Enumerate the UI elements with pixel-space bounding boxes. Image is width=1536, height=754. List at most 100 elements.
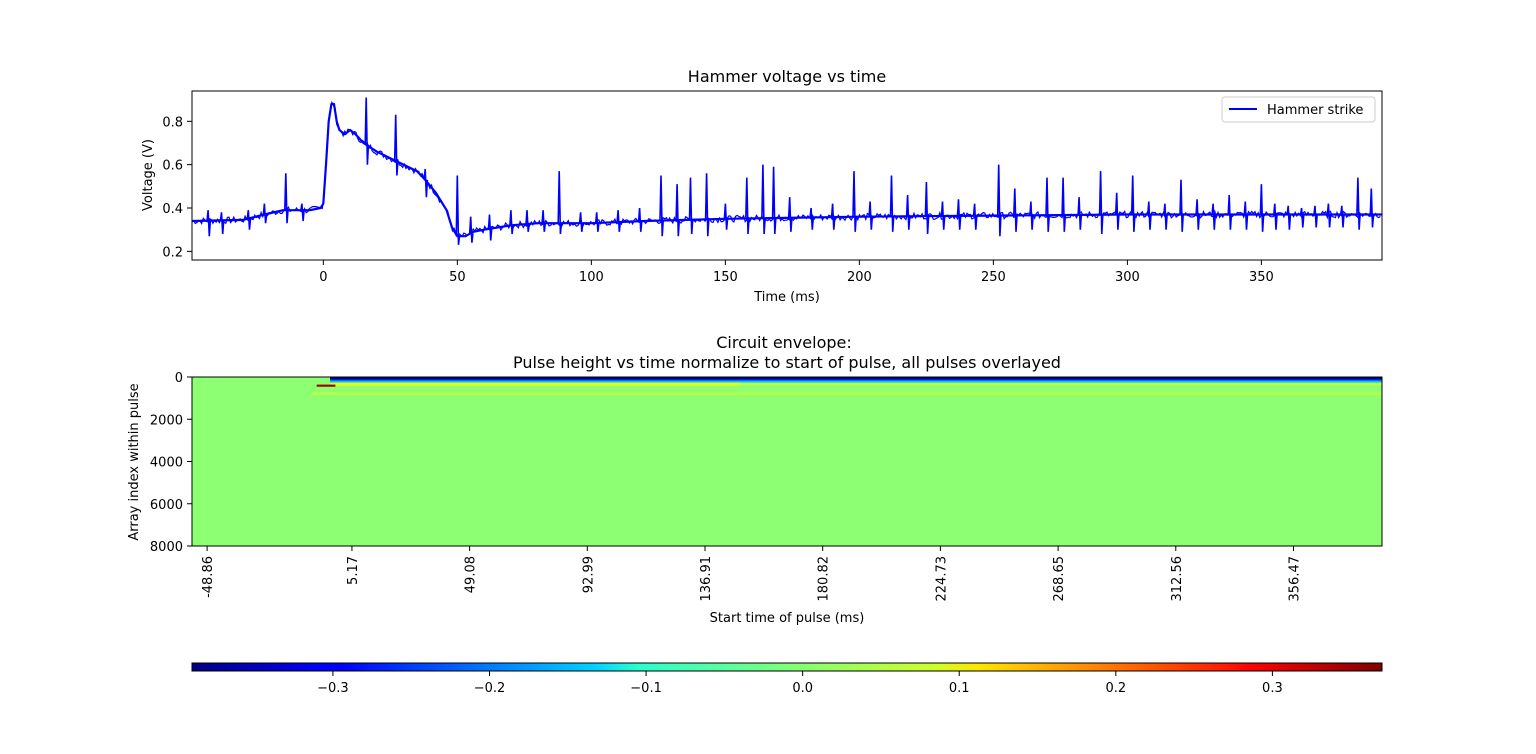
heatmap-x-ticks: -48.86 5.17 49.08 92.99 136.91 180.82 224.73 26…	[201, 546, 1302, 602]
spike-mark	[761, 164, 766, 235]
x-tick-label: 0	[319, 270, 327, 285]
x-tick-label: 350	[1249, 270, 1274, 285]
x-tick-label: 268.65	[1052, 556, 1067, 602]
x-tick-label: 250	[981, 270, 1006, 285]
y-tick-label: 0.4	[162, 202, 183, 217]
heatmap-chart: Circuit envelope: Pulse height vs time n…	[127, 333, 1383, 626]
spike-mark	[1326, 203, 1332, 228]
spike-mark	[1029, 201, 1034, 230]
spike-mark	[509, 210, 514, 235]
spike-mark	[1340, 205, 1345, 228]
heatmap-cells	[192, 377, 1382, 546]
top-chart-frame	[191, 90, 1383, 261]
spike-mark	[1179, 179, 1184, 232]
top-chart: Hammer voltage vs time 0 50 100 150 200 250 30…	[141, 67, 1383, 305]
x-tick-label: 100	[579, 270, 604, 285]
x-tick-label: 5.17	[346, 556, 361, 585]
colorbar-tick-label: 0.2	[1105, 681, 1126, 696]
spike-mark	[1045, 177, 1050, 232]
spike-mark	[1147, 201, 1152, 230]
colorbar-tick-label: 0.0	[792, 681, 813, 696]
x-tick-label: 150	[713, 270, 738, 285]
series-noise-hammer-strike	[192, 100, 1381, 238]
spike-mark	[393, 114, 399, 176]
spike-mark	[924, 181, 930, 235]
y-tick-label: 0.2	[162, 245, 183, 260]
y-tick-label: 2000	[150, 413, 183, 428]
spike-mark	[956, 199, 962, 230]
spike-mark	[1013, 188, 1018, 232]
spike-mark	[996, 164, 1002, 237]
spike-mark	[688, 177, 694, 235]
colorbar-tick-label: 0.3	[1262, 681, 1283, 696]
spike-mark	[704, 173, 710, 237]
spike-mark	[1356, 177, 1361, 230]
spike-mark	[1273, 203, 1278, 230]
spike-mark	[594, 212, 600, 232]
spike-mark	[468, 216, 474, 243]
spike-mark	[1061, 177, 1067, 232]
heatmap-feature	[330, 382, 741, 386]
x-tick-label: 92.99	[581, 556, 596, 593]
spike-mark	[905, 194, 911, 230]
x-tick-label: 49.08	[464, 556, 479, 593]
series-line-hammer-strike	[192, 102, 1382, 238]
colorbar-tick-label: −0.1	[630, 681, 662, 696]
spike-mark	[1098, 171, 1104, 235]
x-tick-label: 50	[449, 270, 466, 285]
legend-box	[1221, 96, 1376, 123]
y-tick-label: 0.8	[162, 115, 183, 130]
spike-mark	[525, 210, 530, 232]
spike-mark	[541, 210, 547, 232]
x-tick-label: 180.82	[817, 556, 832, 602]
y-tick-label: 4000	[150, 456, 183, 471]
x-tick-label: 300	[1115, 270, 1140, 285]
legend-label-hammer-strike: Hammer strike	[1267, 103, 1363, 118]
spike-mark	[1114, 192, 1120, 230]
heatmap-feature	[330, 377, 1382, 380]
spike-mark	[284, 173, 289, 224]
heatmap-title-line1: Circuit envelope:	[716, 333, 852, 352]
heatmap-feature	[740, 383, 1382, 386]
spike-mark	[1130, 175, 1136, 232]
spike-mark	[889, 175, 895, 232]
top-chart-series-group	[192, 97, 1382, 245]
spike-mark	[423, 168, 429, 198]
top-chart-title: Hammer voltage vs time	[688, 67, 886, 86]
spike-mark	[940, 201, 946, 230]
heatmap-feature	[311, 391, 1382, 395]
x-tick-label: 224.73	[934, 556, 949, 602]
spike-mark	[219, 212, 225, 235]
heatmap-y-axis-label: Array index within pulse	[127, 383, 142, 540]
spike-mark	[1259, 184, 1265, 232]
x-tick-label: 312.56	[1170, 556, 1185, 602]
x-tick-label: 356.47	[1287, 556, 1302, 602]
series-spikes-hammer-strike	[206, 97, 1375, 245]
colorbar-tick-label: −0.2	[474, 681, 506, 696]
heatmap-background	[192, 377, 1382, 546]
top-chart-x-axis-label: Time (ms)	[753, 290, 820, 305]
spike-mark	[637, 207, 643, 232]
spike-mark	[745, 177, 750, 235]
spike-mark	[1286, 205, 1292, 230]
heatmap-feature	[316, 384, 336, 387]
heatmap-title-line2: Pulse height vs time normalize to start …	[513, 353, 1061, 372]
colorbar-ticks: −0.3 −0.2 −0.1 0.0 0.1 0.2 0.3	[317, 671, 1283, 696]
spike-mark	[364, 97, 370, 165]
colorbar: −0.3 −0.2 −0.1 0.0 0.1 0.2 0.3	[191, 662, 1383, 696]
spike-mark	[659, 175, 664, 237]
heatmap-y-ticks: 0 2000 4000 6000 8000	[150, 371, 192, 555]
spike-mark	[1243, 201, 1249, 230]
x-tick-label: 136.91	[699, 556, 714, 602]
spike-mark	[852, 171, 857, 232]
y-tick-label: 0	[175, 371, 183, 386]
spike-mark	[1299, 207, 1305, 228]
legend: Hammer strike	[1221, 96, 1376, 123]
y-tick-label: 8000	[150, 540, 183, 555]
heatmap-x-axis-label: Start time of pulse (ms)	[710, 611, 865, 626]
heatmap-feature	[330, 379, 1382, 381]
spike-mark	[771, 166, 777, 235]
colorbar-tick-label: 0.1	[949, 681, 970, 696]
spike-mark	[206, 210, 212, 237]
